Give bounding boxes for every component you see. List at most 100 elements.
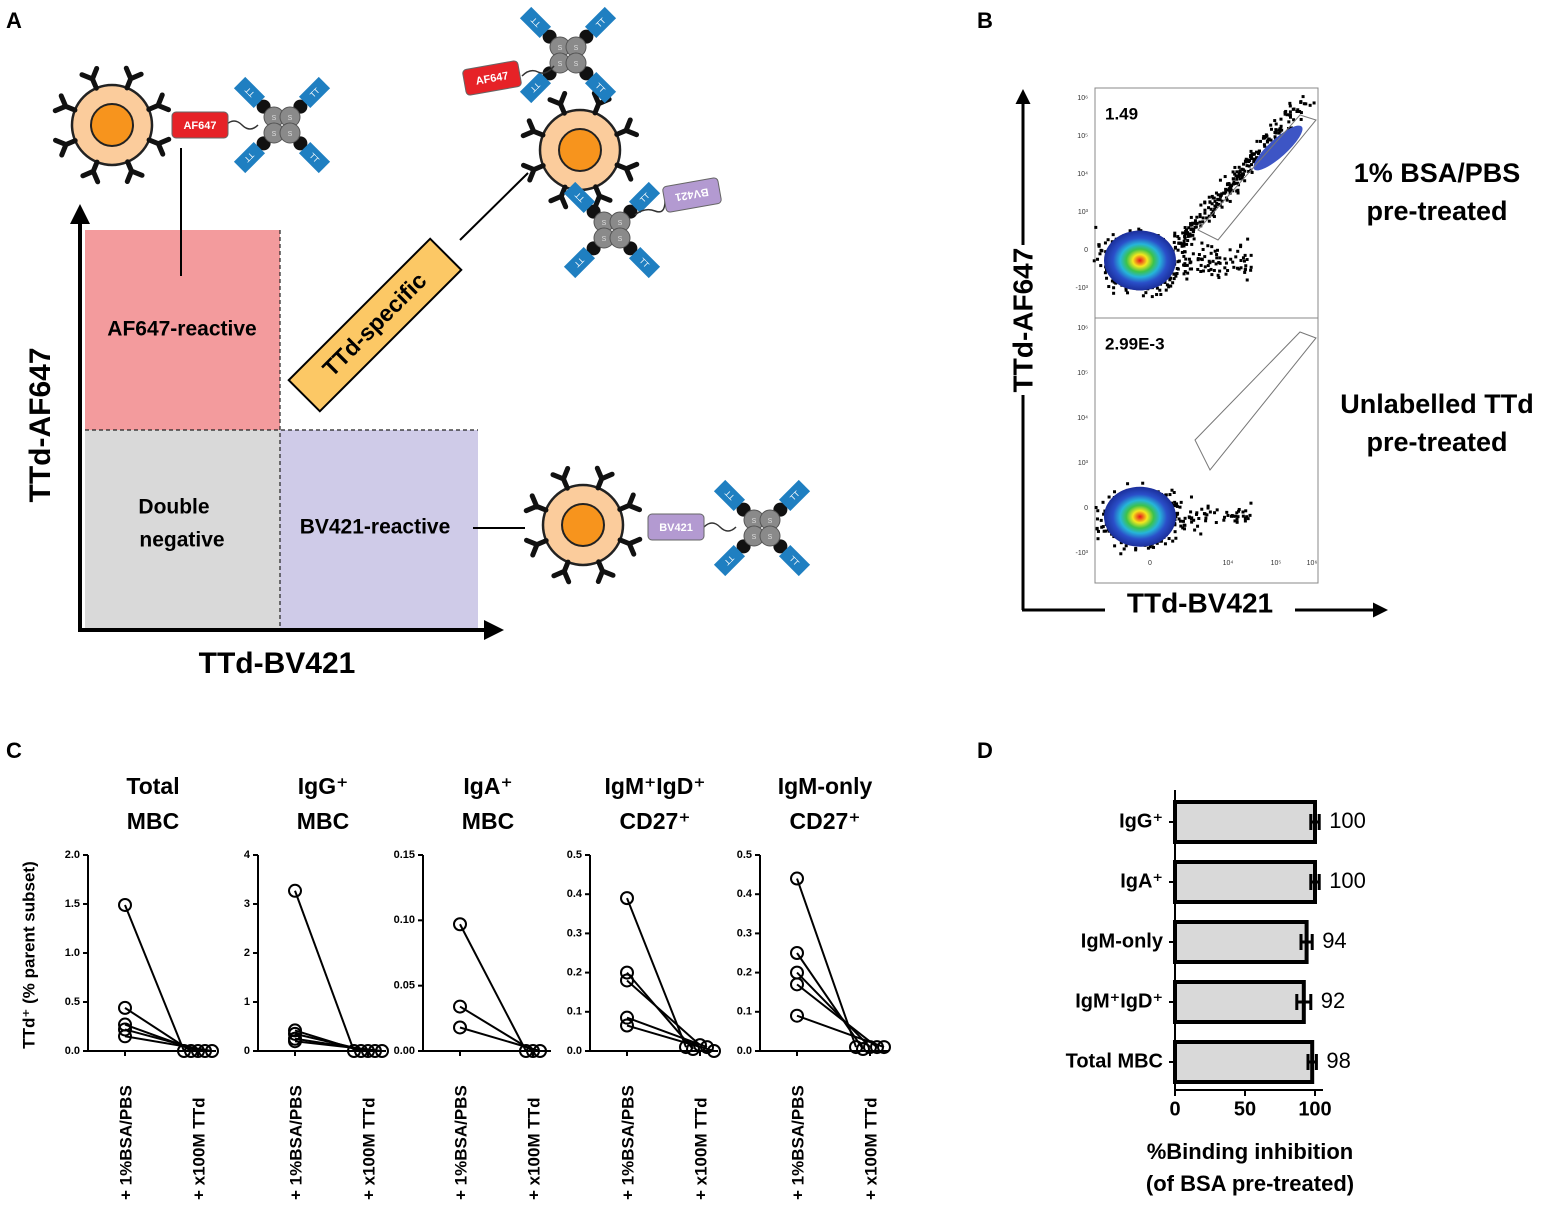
s-label: S: [768, 518, 773, 525]
event: [1199, 269, 1203, 273]
event: [1225, 183, 1229, 187]
event: [1249, 149, 1253, 153]
event: [1172, 272, 1176, 276]
x-tick-label: + x100M TTd: [691, 1097, 710, 1200]
event: [1182, 263, 1186, 267]
fluor-tag: AF647: [171, 111, 229, 139]
event: [1217, 261, 1221, 265]
data-point: [375, 1044, 389, 1058]
s-label: S: [618, 220, 623, 227]
link: [634, 200, 666, 216]
event: [1168, 493, 1172, 497]
specific-box: [287, 237, 463, 413]
event: [1274, 122, 1278, 126]
event: [1212, 268, 1216, 272]
event: [1210, 194, 1214, 198]
event: [1222, 191, 1226, 195]
s-label: S: [618, 236, 623, 243]
event: [1173, 500, 1177, 504]
event: [1141, 294, 1145, 298]
event: [1196, 267, 1200, 271]
bcr: [523, 537, 549, 558]
series-line: [796, 1014, 885, 1049]
y-tick-label: IgA⁺: [1120, 870, 1163, 892]
event: [1235, 181, 1239, 185]
chart-title: MBC: [297, 808, 349, 834]
s-label: S: [602, 220, 607, 227]
y-tick-label: 0.00: [394, 1045, 415, 1057]
event: [1175, 266, 1179, 270]
event: [1199, 263, 1203, 267]
event: [1241, 168, 1245, 172]
event: [1254, 158, 1258, 162]
s-label: S: [288, 115, 293, 122]
region-label: TTd-specific: [317, 267, 431, 381]
event: [1191, 233, 1195, 237]
value-label: 100: [1329, 808, 1366, 833]
y-tick-label: 10³: [1078, 460, 1089, 467]
event: [1246, 237, 1250, 241]
event: [1256, 152, 1260, 156]
event: [1167, 285, 1171, 289]
event: [1183, 236, 1187, 240]
bcr: [79, 65, 100, 91]
event: [1238, 177, 1242, 181]
event: [1205, 513, 1209, 517]
event: [1172, 240, 1176, 244]
event: [1234, 255, 1238, 259]
event: [1243, 519, 1247, 523]
event: [1198, 220, 1202, 224]
event: [1183, 250, 1187, 254]
event: [1148, 545, 1152, 549]
y-tick-label: -10³: [1076, 550, 1089, 557]
event: [1096, 529, 1100, 533]
event: [1190, 242, 1194, 246]
x-tick-label: 0: [1169, 1098, 1180, 1120]
event: [1155, 541, 1159, 545]
event: [1236, 191, 1240, 195]
event: [1206, 264, 1210, 268]
event: [1228, 248, 1232, 252]
region-double-negative: [85, 430, 280, 628]
y-tick-label: IgG⁺: [1119, 810, 1163, 832]
tt-block: [519, 71, 552, 104]
bar: [1173, 980, 1306, 1024]
event: [1173, 231, 1177, 235]
event: [1182, 523, 1186, 527]
event: [1172, 277, 1176, 281]
event: [1248, 155, 1252, 159]
event: [1179, 500, 1183, 504]
event: [1141, 481, 1145, 485]
event: [1181, 231, 1185, 235]
error-bar: [1295, 994, 1313, 1010]
event: [1262, 143, 1266, 147]
data-point: [620, 965, 634, 980]
event: [1185, 263, 1189, 267]
x-tick-label: + x100M TTd: [861, 1097, 880, 1200]
event: [1279, 124, 1283, 128]
bcr: [617, 536, 643, 557]
event: [1263, 136, 1267, 140]
bcr: [594, 465, 615, 491]
event: [1203, 200, 1207, 204]
event: [1204, 516, 1208, 520]
x-tick-label: 10⁶: [1307, 560, 1318, 567]
event: [1207, 195, 1211, 199]
event: [1203, 255, 1207, 259]
x-tick-label: + 1%BSA/PBS: [286, 1085, 305, 1200]
event: [1216, 273, 1220, 277]
event: [1266, 138, 1270, 142]
density: [1253, 125, 1303, 171]
event: [1098, 252, 1102, 256]
x-tick-label: 10⁵: [1271, 560, 1282, 567]
event: [1182, 527, 1186, 531]
event: [1150, 295, 1154, 299]
event: [1169, 276, 1173, 280]
y-tick-label: 10⁵: [1077, 133, 1088, 140]
series-line: [124, 904, 185, 1052]
x-tick-label: + 1%BSA/PBS: [451, 1085, 470, 1200]
event: [1237, 172, 1241, 176]
event: [1099, 248, 1103, 252]
event: [1199, 532, 1203, 536]
